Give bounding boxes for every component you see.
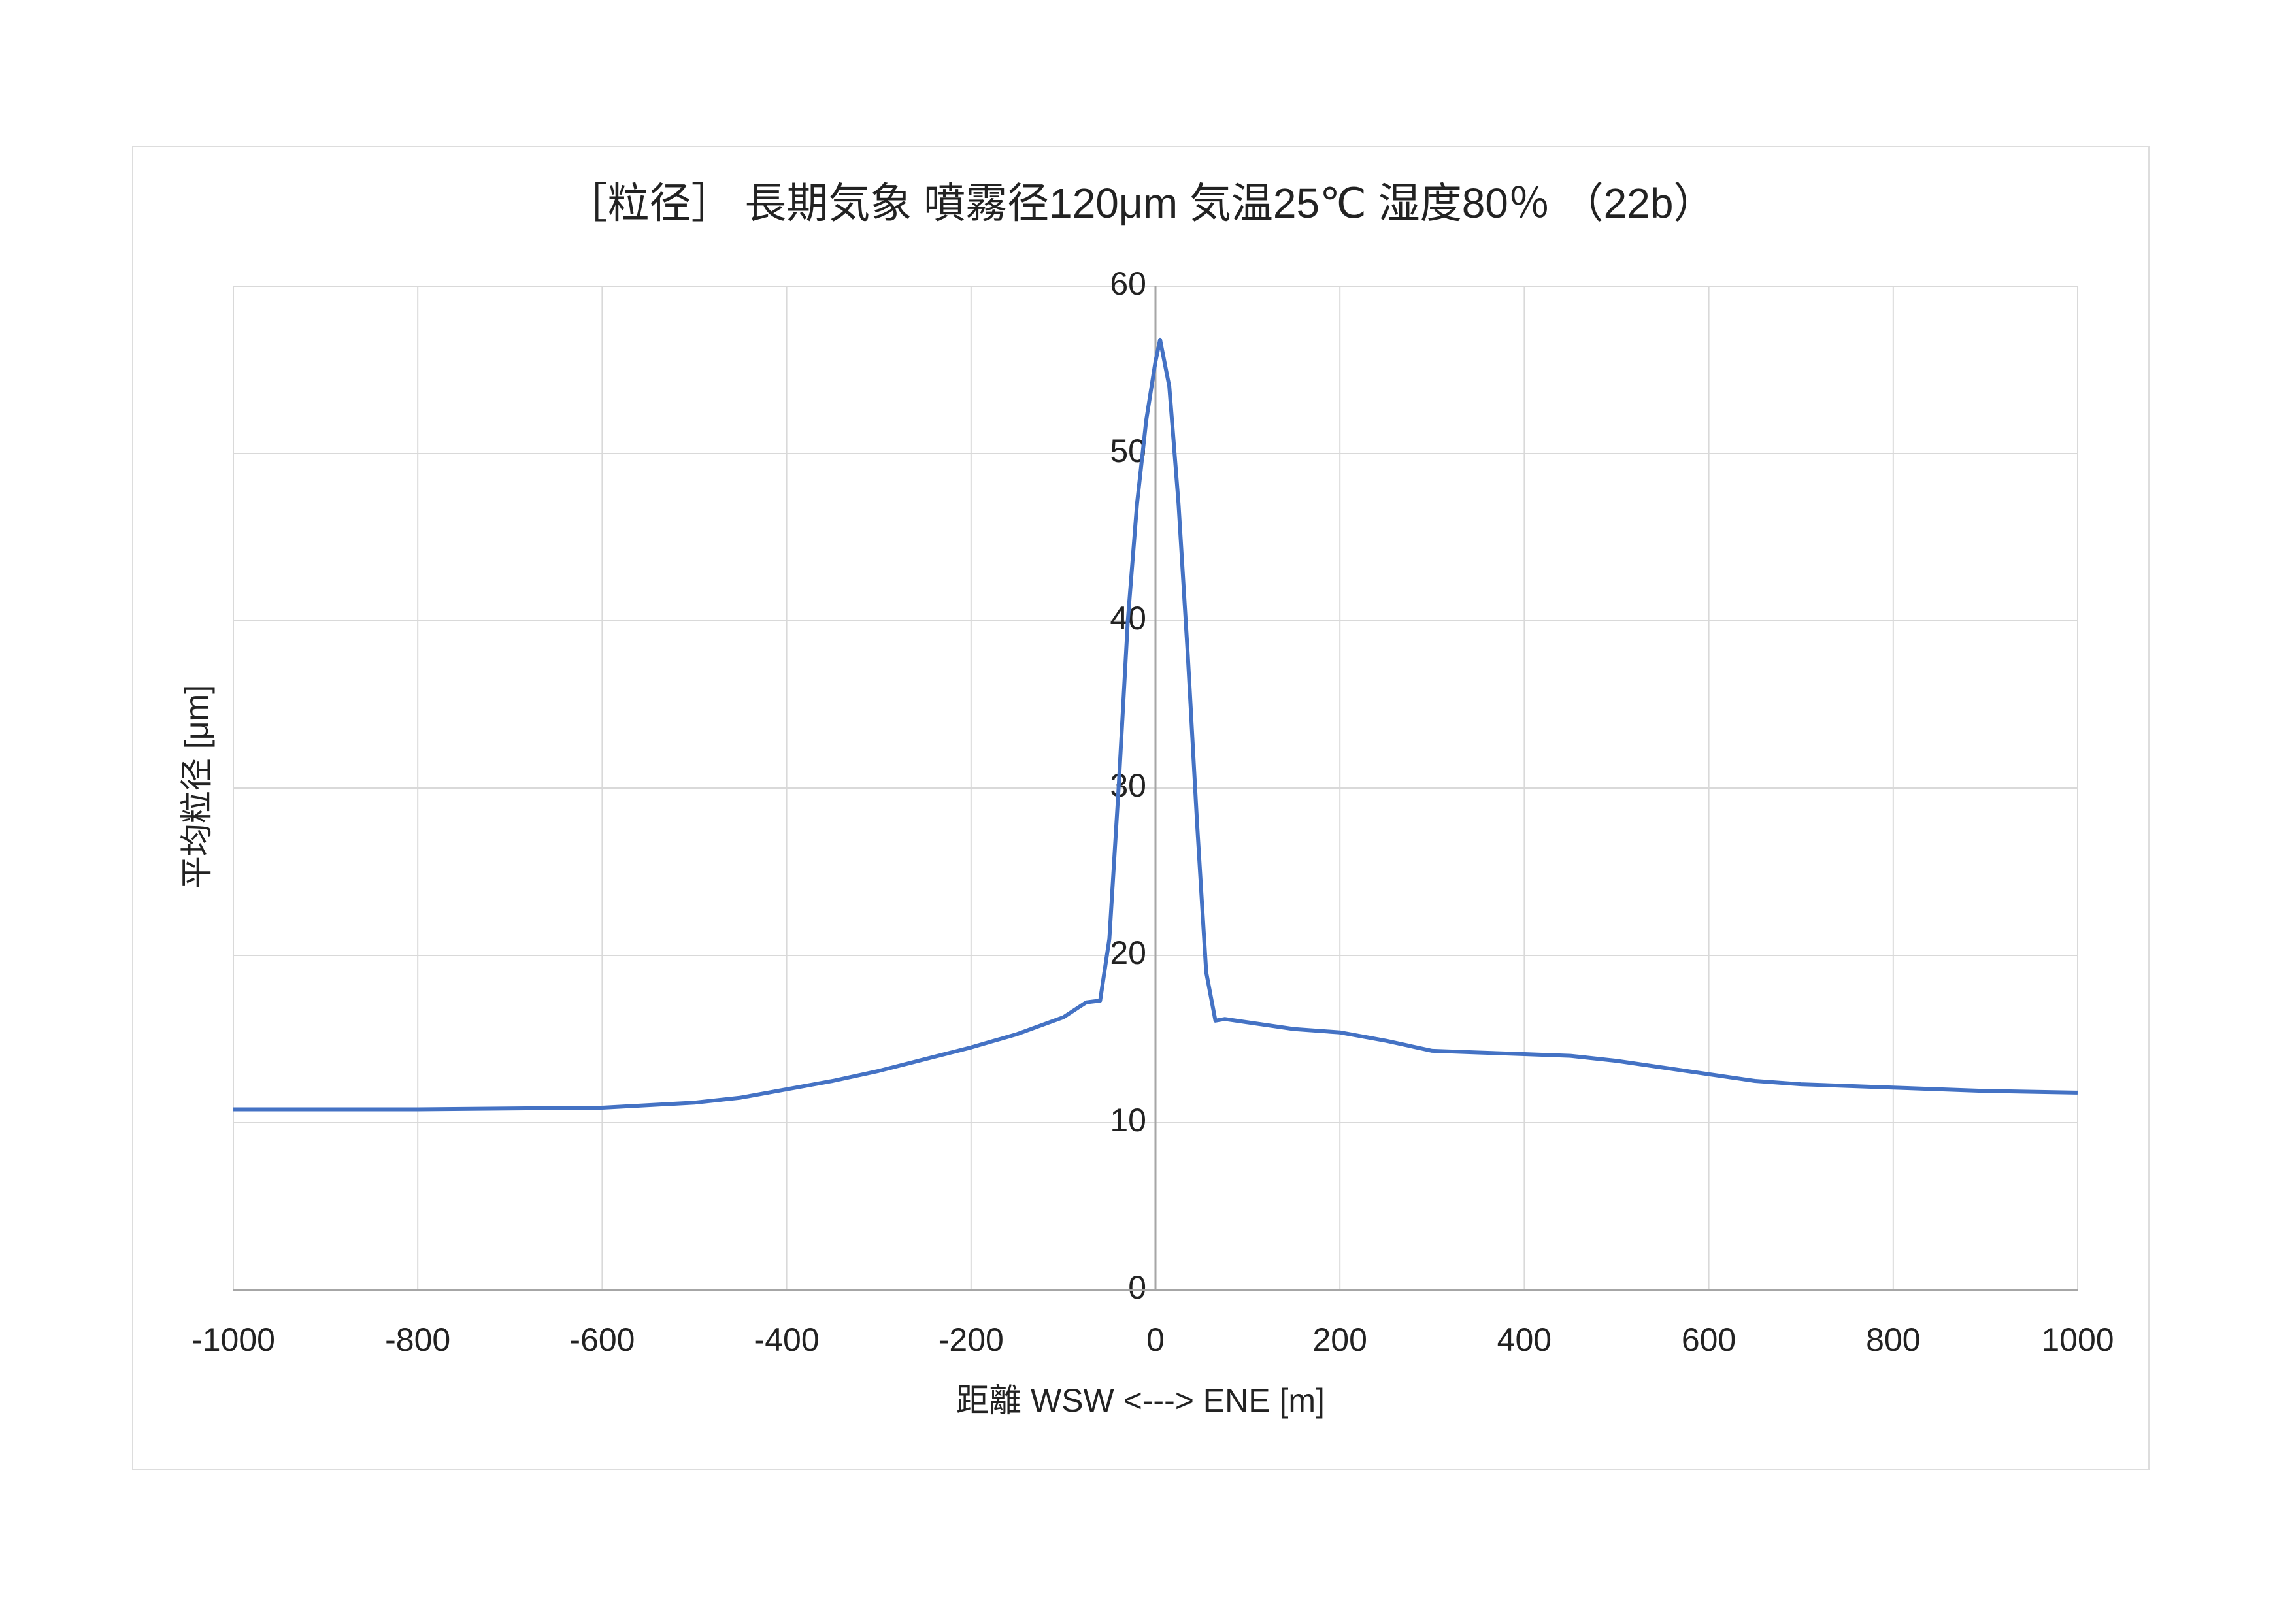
x-tick-label: 200 [1312, 1321, 1367, 1358]
x-tick-label: 800 [1866, 1321, 1920, 1358]
data-line [233, 337, 2078, 1112]
chart-title: ［粒径］ 長期気象 噴霧径120μm 気温25℃ 湿度80％ （22b） [566, 180, 1716, 227]
x-tick-label: 400 [1497, 1321, 1552, 1358]
x-tick-label: -1000 [191, 1321, 275, 1358]
y-axis-label: 平均粒径 [μm] [178, 685, 215, 889]
x-tick-label: -600 [569, 1321, 635, 1358]
y-tick-label: 10 [1110, 1102, 1146, 1138]
x-tick-label: -800 [385, 1321, 450, 1358]
x-tick-label: 600 [1682, 1321, 1736, 1358]
chart-frame [132, 146, 2150, 1470]
y-tick-label: 0 [1128, 1269, 1146, 1306]
y-tick-label: 20 [1110, 935, 1146, 971]
x-tick-label: -200 [938, 1321, 1004, 1358]
y-tick-label: 30 [1110, 767, 1146, 804]
y-tick-label: 60 [1110, 265, 1146, 302]
x-tick-label: 1000 [2041, 1321, 2114, 1358]
x-tick-label: -400 [754, 1321, 820, 1358]
x-tick-label: 0 [1146, 1321, 1165, 1358]
x-axis-label: 距離 WSW <---> ENE [m] [956, 1382, 1325, 1419]
